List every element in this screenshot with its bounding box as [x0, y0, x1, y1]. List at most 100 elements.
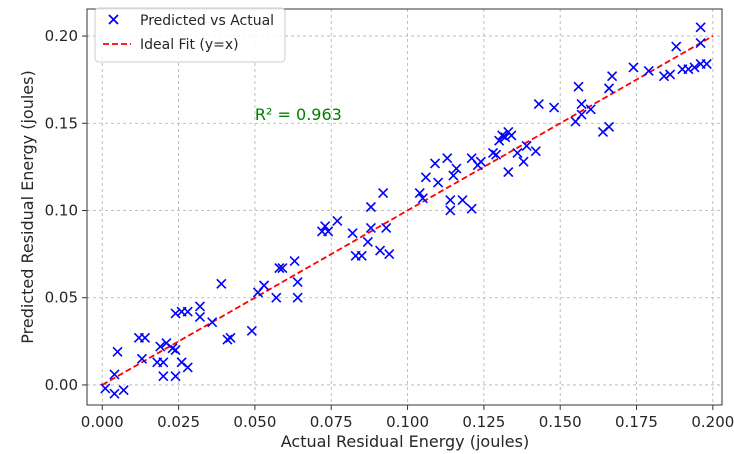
data-point [136, 353, 148, 364]
data-point [225, 332, 236, 343]
data-point [466, 203, 477, 214]
data-point [576, 99, 587, 110]
data-point [139, 332, 151, 343]
x-tick-label: 0.075 [310, 413, 353, 431]
data-point [381, 222, 392, 233]
x-tick-label: 0.175 [615, 413, 658, 431]
data-point [701, 58, 712, 70]
data-point [494, 135, 505, 146]
data-point [506, 130, 517, 141]
data-point [442, 153, 453, 164]
y-tick-label: 0.00 [45, 376, 78, 394]
data-point [112, 346, 123, 357]
data-point [603, 121, 615, 132]
data-point [378, 187, 389, 199]
x-tick-label: 0.050 [233, 413, 276, 431]
data-point [384, 249, 395, 260]
data-point [365, 201, 376, 213]
data-point [207, 317, 218, 328]
data-point [451, 163, 462, 174]
legend-label-ideal-fit: Ideal Fit (y=x) [140, 37, 239, 53]
y-tick-label: 0.05 [45, 289, 78, 307]
y-tick-label: 0.20 [45, 27, 78, 45]
data-point [109, 388, 120, 399]
data-point [182, 362, 193, 373]
data-point [375, 245, 386, 256]
data-point [365, 222, 376, 233]
data-point [274, 262, 285, 274]
data-point [356, 250, 367, 261]
grid-lines [87, 9, 722, 405]
data-point [277, 262, 288, 274]
data-point [448, 170, 459, 181]
data-point [512, 147, 523, 158]
data-point [170, 371, 181, 382]
data-point [170, 344, 181, 356]
x-axis-label: Actual Residual Energy (joules) [281, 432, 529, 451]
data-point [658, 71, 670, 82]
data-point [155, 341, 166, 352]
data-point [445, 205, 456, 216]
data-point [194, 311, 206, 322]
data-point [420, 172, 431, 183]
data-point [246, 325, 257, 336]
data-point [158, 371, 169, 382]
legend-marker-x [108, 14, 119, 25]
x-tick-label: 0.000 [81, 413, 124, 431]
data-point [487, 147, 499, 158]
data-point [347, 228, 358, 239]
data-point [414, 187, 425, 199]
data-point [643, 65, 654, 76]
data-point [109, 369, 120, 380]
r-squared-annotation: R² = 0.963 [255, 105, 342, 124]
data-point [689, 62, 700, 73]
data-point [100, 383, 111, 394]
data-point [521, 140, 532, 152]
data-point [573, 81, 584, 92]
y-tick-label: 0.15 [45, 114, 78, 132]
data-point [607, 71, 618, 82]
data-point [292, 276, 303, 288]
data-point [603, 83, 615, 94]
data-point [417, 193, 428, 204]
data-point [362, 236, 373, 247]
legend-label-predicted: Predicted vs Actual [140, 13, 274, 29]
data-point [271, 292, 282, 303]
data-point [576, 109, 587, 120]
y-axis-label: Predicted Residual Energy (joules) [18, 70, 37, 343]
data-point [530, 146, 541, 157]
data-point [170, 308, 181, 319]
x-tick-label: 0.200 [691, 413, 734, 431]
data-point [222, 334, 233, 345]
data-point [518, 156, 529, 167]
legend: Predicted vs Actual Ideal Fit (y=x) [94, 7, 286, 63]
data-point [433, 177, 444, 188]
data-point [216, 278, 227, 289]
ideal-fit-layer [101, 35, 714, 386]
data-point [182, 306, 193, 317]
data-point [475, 156, 486, 167]
data-point [491, 149, 502, 160]
axis-ticks: 0.000 0.025 0.050 0.075 0.100 0.125 0.150 0.175… [45, 27, 734, 431]
x-tick-label: 0.100 [386, 413, 429, 431]
x-tick-label: 0.125 [462, 413, 505, 431]
data-point [497, 130, 508, 141]
data-points [100, 22, 712, 399]
data-point [429, 158, 441, 169]
data-point [259, 280, 270, 291]
data-point [320, 221, 331, 232]
data-point [289, 256, 300, 267]
plot-frame [86, 8, 723, 406]
data-point [445, 194, 456, 206]
data-point [500, 132, 511, 143]
data-point [158, 357, 169, 368]
legend-box [94, 7, 286, 63]
data-point [292, 292, 303, 303]
data-point [118, 385, 129, 396]
data-point [585, 104, 596, 115]
ideal-fit-line [101, 35, 714, 386]
x-tick-label: 0.150 [539, 413, 582, 431]
data-point [628, 62, 639, 73]
data-point [503, 167, 514, 178]
